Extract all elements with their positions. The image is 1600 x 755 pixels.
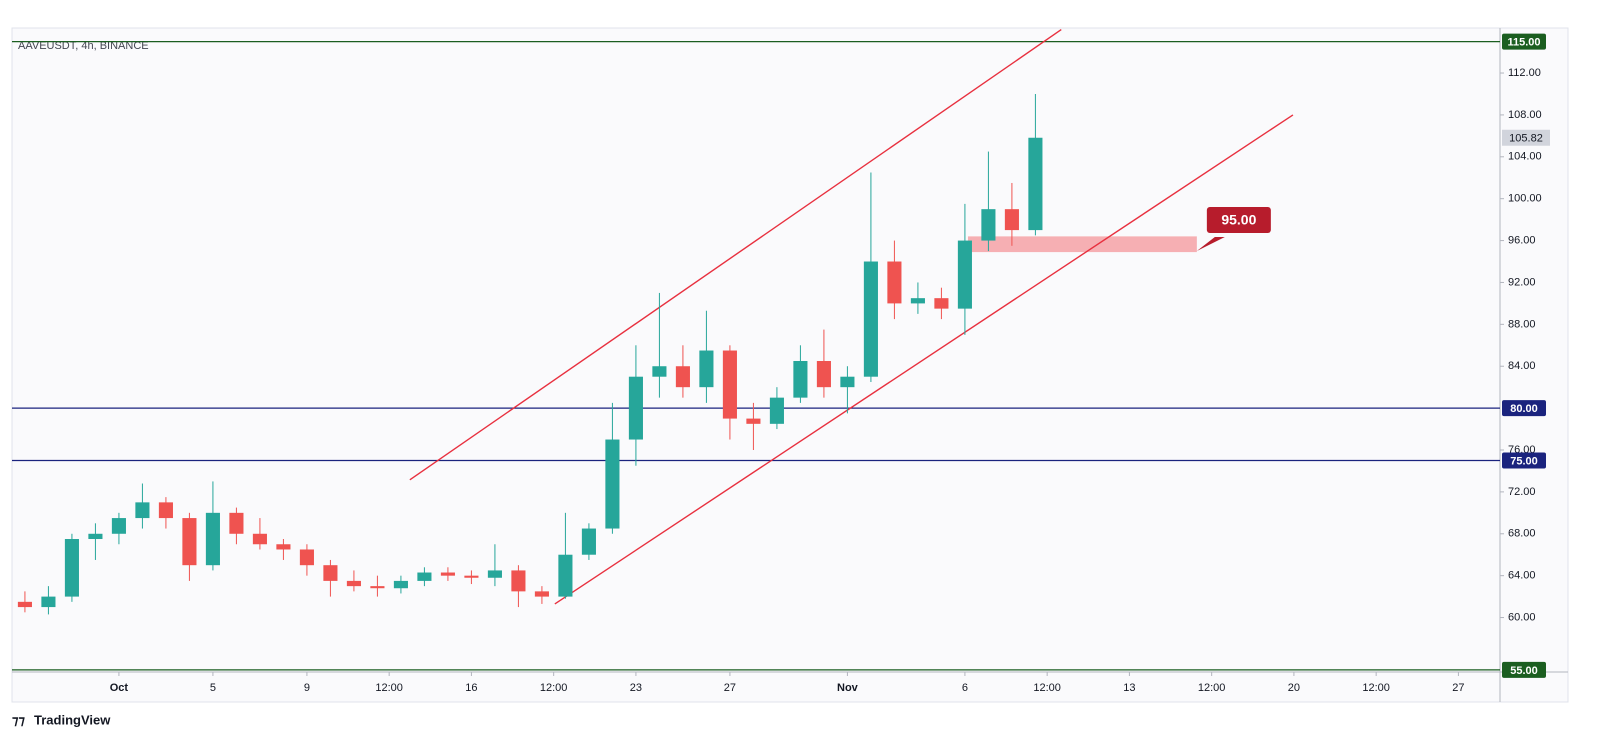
x-tick-label: 27 [1452, 682, 1464, 694]
candle-body [41, 596, 56, 608]
candle-body [346, 580, 361, 587]
candle-body [205, 512, 220, 566]
x-tick-label: 12:00 [375, 682, 403, 694]
last-price-tag [1502, 129, 1550, 146]
last-price-label: 105.82 [1509, 133, 1543, 145]
candle-body [17, 601, 32, 608]
chart-frame [11, 27, 1569, 703]
x-tick-label: 9 [304, 682, 310, 694]
candle-body [675, 366, 690, 388]
y-tick-label: 104.00 [1508, 151, 1542, 163]
candle-body [370, 586, 385, 589]
watermark: TradingView [34, 712, 111, 727]
channel-line [554, 114, 1294, 605]
candle-body [887, 261, 902, 304]
candle-body [182, 518, 197, 566]
support-zone [967, 236, 1197, 253]
x-tick-label: Nov [837, 682, 859, 694]
y-tick-label: 84.00 [1508, 360, 1536, 372]
candle-body [605, 439, 620, 529]
x-tick-label: 12:00 [1198, 682, 1226, 694]
candle-body [769, 397, 784, 424]
x-tick-label: 23 [630, 682, 642, 694]
x-tick-label: 6 [962, 682, 968, 694]
candle-body [511, 570, 526, 592]
candle-body [393, 580, 408, 589]
candle-body [1028, 137, 1043, 231]
level-tag [1502, 661, 1546, 678]
candle-body [417, 572, 432, 581]
candle-body [558, 554, 573, 597]
candle-body [934, 298, 949, 309]
x-tick-label: 13 [1123, 682, 1135, 694]
callout-box [1206, 207, 1271, 234]
y-tick-label: 92.00 [1508, 276, 1536, 288]
y-tick-label: 96.00 [1508, 234, 1536, 246]
level-label: 80.00 [1510, 403, 1538, 415]
candle-body [464, 575, 479, 578]
x-tick-label: 5 [210, 682, 216, 694]
y-tick-label: 100.00 [1508, 193, 1542, 205]
candle-body [910, 298, 925, 304]
candle-body [699, 350, 714, 388]
candle-body [487, 570, 502, 578]
y-tick-label: 68.00 [1508, 528, 1536, 540]
candle-body [299, 549, 314, 566]
candle-body [135, 502, 150, 519]
y-tick-label: 60.00 [1508, 611, 1536, 623]
candle-body [816, 360, 831, 388]
candle-body [64, 539, 79, 597]
candle-body [229, 512, 244, 534]
x-tick-label: Oct [110, 682, 129, 694]
candle-body [581, 528, 596, 555]
candle-body [158, 502, 173, 519]
x-tick-label: 12:00 [1362, 682, 1390, 694]
y-tick-label: 64.00 [1508, 570, 1536, 582]
level-label: 115.00 [1507, 37, 1540, 49]
level-label: 75.00 [1510, 455, 1538, 467]
candle-body [88, 533, 103, 540]
x-tick-label: 27 [724, 682, 736, 694]
candle-body [323, 565, 338, 581]
level-label: 55.00 [1510, 665, 1538, 677]
candle-body [111, 518, 126, 534]
candle-body [440, 572, 455, 576]
y-tick-label: 108.00 [1508, 109, 1542, 121]
callout-label: 95.00 [1221, 212, 1256, 228]
candle-body [840, 376, 855, 388]
callout-pointer [1196, 237, 1225, 252]
y-tick-label: 88.00 [1508, 318, 1536, 330]
candle-body [628, 376, 643, 440]
candle-body [534, 591, 549, 597]
chart-title: AAVEUSDT, 4h, BINANCE [18, 40, 149, 52]
candle-body [746, 418, 761, 424]
candle-body [722, 350, 737, 419]
level-tag [1502, 400, 1546, 417]
channel-line [409, 28, 1062, 481]
candle-body [863, 261, 878, 377]
x-tick-label: 20 [1288, 682, 1300, 694]
candle-body [652, 366, 667, 377]
y-tick-label: 112.00 [1508, 67, 1541, 79]
candle-body [957, 240, 972, 309]
x-tick-label: 16 [465, 682, 477, 694]
candle-body [252, 533, 267, 545]
candle-body [276, 544, 291, 550]
logo: ⁊⁊ [12, 712, 25, 727]
candle-body [793, 360, 808, 398]
y-tick-label: 72.00 [1508, 486, 1536, 498]
level-tag [1502, 33, 1546, 50]
candle-body [981, 209, 996, 241]
level-tag [1502, 452, 1546, 469]
candle-body [1004, 209, 1019, 231]
x-tick-label: 12:00 [540, 682, 568, 694]
x-tick-label: 12:00 [1033, 682, 1061, 694]
